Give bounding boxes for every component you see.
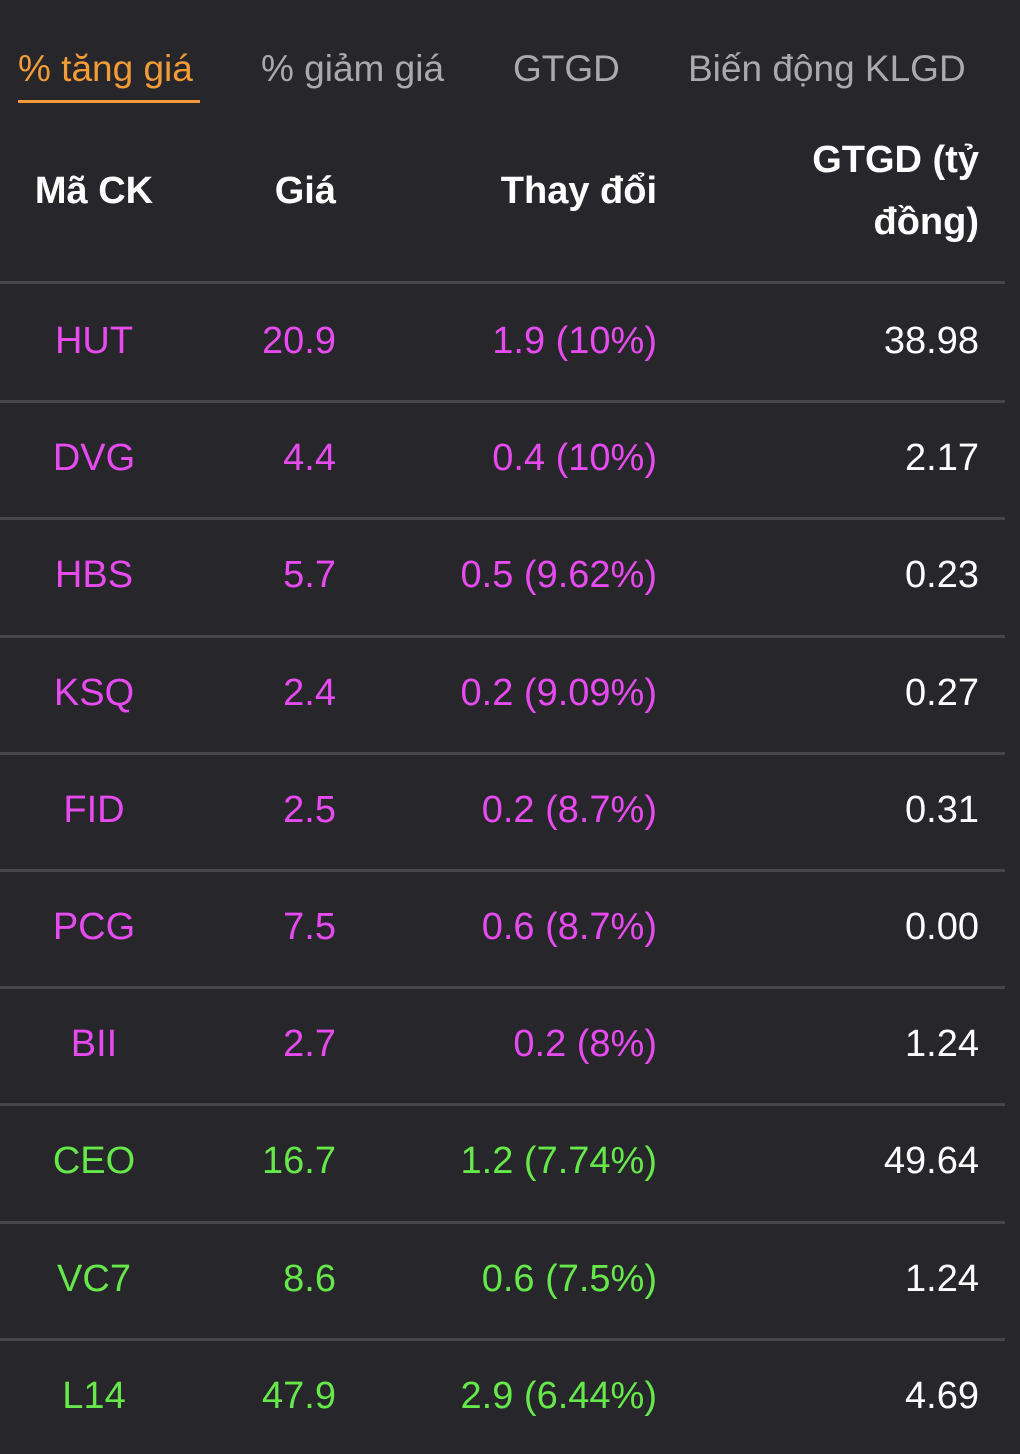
row-divider	[0, 635, 1005, 638]
price-change: 0.5 (9.62%)	[460, 554, 657, 596]
header-change[interactable]: Thay đổi	[500, 170, 657, 212]
price-change: 1.9 (10%)	[492, 320, 657, 362]
tab-trading-value[interactable]: GTGD	[513, 48, 620, 89]
row-divider	[0, 1103, 1005, 1106]
stock-code: CEO	[52, 1140, 136, 1182]
trading-value: 38.98	[883, 320, 979, 362]
trading-value: 0.23	[905, 554, 979, 596]
price-change: 0.2 (8.7%)	[481, 789, 657, 831]
tab-percent-increase[interactable]: % tăng giá	[18, 48, 193, 89]
stock-code: BII	[70, 1023, 118, 1065]
table-row[interactable]: HUT 20.9 1.9 (10%) 38.98	[0, 284, 1020, 398]
price-change: 2.9 (6.44%)	[460, 1375, 657, 1417]
header-value-line2[interactable]: đồng)	[873, 201, 979, 243]
price-change: 0.2 (9.09%)	[460, 672, 657, 714]
table-row[interactable]: PCG 7.5 0.6 (8.7%) 0.00	[0, 870, 1020, 984]
table-row[interactable]: VC7 8.6 0.6 (7.5%) 1.24	[0, 1222, 1020, 1336]
active-tab-indicator	[18, 100, 200, 103]
stock-code: VC7	[57, 1258, 131, 1300]
stock-code: L14	[62, 1375, 126, 1417]
trading-value: 0.31	[905, 789, 979, 831]
tab-percent-decrease[interactable]: % giảm giá	[261, 48, 445, 89]
trading-value: 0.00	[905, 906, 979, 948]
table-row[interactable]: HBS 5.7 0.5 (9.62%) 0.23	[0, 518, 1020, 632]
row-divider	[0, 869, 1005, 872]
price: 8.6	[283, 1258, 336, 1300]
row-divider	[0, 752, 1005, 755]
price-change: 0.6 (7.5%)	[481, 1258, 657, 1300]
trading-value: 4.69	[905, 1375, 979, 1417]
trading-value: 1.24	[905, 1023, 979, 1065]
price: 7.5	[283, 906, 336, 948]
stock-code: KSQ	[53, 672, 135, 714]
price: 2.5	[283, 789, 336, 831]
price: 2.4	[283, 672, 336, 714]
tab-bar: % tăng giá % giảm giá GTGD Biến động KLG…	[0, 0, 1020, 110]
stock-code: DVG	[52, 437, 136, 479]
stock-code: HUT	[54, 320, 134, 362]
price-change: 1.2 (7.74%)	[460, 1140, 657, 1182]
price: 5.7	[283, 554, 336, 596]
price-change: 0.4 (10%)	[492, 437, 657, 479]
price: 4.4	[283, 437, 336, 479]
stock-code: FID	[63, 789, 125, 831]
price: 2.7	[283, 1023, 336, 1065]
row-divider	[0, 1221, 1005, 1224]
stock-code: HBS	[54, 554, 134, 596]
trading-value: 49.64	[883, 1140, 979, 1182]
price: 16.7	[262, 1140, 336, 1182]
table-row[interactable]: DVG 4.4 0.4 (10%) 2.17	[0, 401, 1020, 515]
tab-volume-change[interactable]: Biến động KLGD	[688, 48, 966, 89]
trading-value: 2.17	[905, 437, 979, 479]
row-divider	[0, 986, 1005, 989]
price-change: 0.2 (8%)	[513, 1023, 657, 1065]
row-divider	[0, 517, 1005, 520]
header-divider	[0, 281, 1005, 284]
price: 20.9	[262, 320, 336, 362]
header-value-line1[interactable]: GTGD (tỷ	[812, 139, 979, 181]
row-divider	[0, 400, 1005, 403]
price-change: 0.6 (8.7%)	[481, 906, 657, 948]
header-code[interactable]: Mã CK	[34, 170, 154, 212]
table-row[interactable]: KSQ 2.4 0.2 (9.09%) 0.27	[0, 636, 1020, 750]
table-row[interactable]: BII 2.7 0.2 (8%) 1.24	[0, 987, 1020, 1101]
table-row[interactable]: CEO 16.7 1.2 (7.74%) 49.64	[0, 1104, 1020, 1218]
table-header: Mã CK Giá Thay đổi GTGD (tỷ đồng)	[0, 110, 1020, 282]
trading-value: 1.24	[905, 1258, 979, 1300]
row-divider	[0, 1338, 1005, 1341]
price: 47.9	[262, 1375, 336, 1417]
table-row[interactable]: FID 2.5 0.2 (8.7%) 0.31	[0, 753, 1020, 867]
table-row[interactable]: L14 47.9 2.9 (6.44%) 4.69	[0, 1339, 1020, 1453]
stock-code: PCG	[52, 906, 136, 948]
header-price[interactable]: Giá	[274, 170, 336, 212]
trading-value: 0.27	[905, 672, 979, 714]
